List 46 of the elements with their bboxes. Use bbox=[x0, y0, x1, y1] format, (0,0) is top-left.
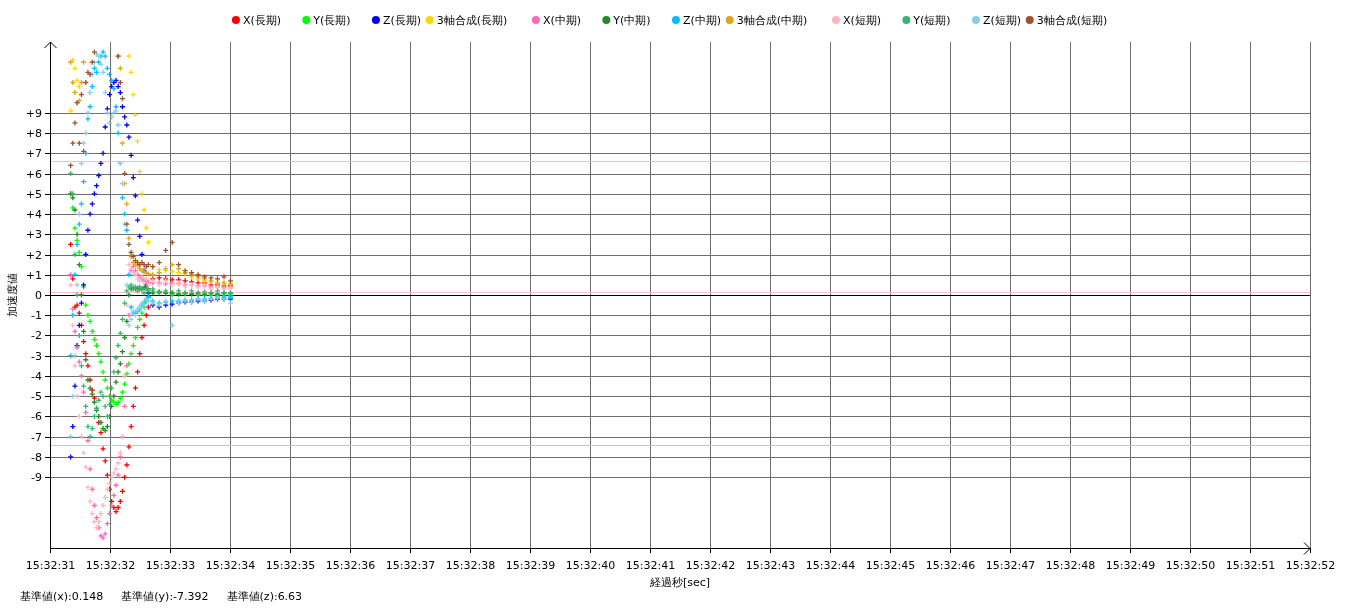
x-tick-label: 15:32:49 bbox=[1105, 559, 1156, 572]
x-tick-label: 15:32:38 bbox=[445, 559, 496, 572]
y-tick-label: -4 bbox=[31, 370, 42, 383]
ylabel: 加速度値 bbox=[6, 273, 19, 317]
x-tick-label: 15:32:37 bbox=[385, 559, 436, 572]
x-tick-label: 15:32:33 bbox=[145, 559, 196, 572]
annotation: 基準値(z):6.63 bbox=[226, 590, 303, 603]
y-tick-label: -2 bbox=[31, 329, 42, 342]
annotation: 基準値(x):0.148 bbox=[20, 590, 104, 603]
x-tick-label: 15:32:40 bbox=[565, 559, 616, 572]
x-tick-label: 15:32:31 bbox=[25, 559, 76, 572]
x-tick-label: 15:32:32 bbox=[85, 559, 136, 572]
annotation: 基準値(y):-7.392 bbox=[121, 590, 209, 603]
x-tick-label: 15:32:48 bbox=[1045, 559, 1096, 572]
x-tick-label: 15:32:34 bbox=[205, 559, 256, 572]
y-tick-label: +8 bbox=[25, 127, 42, 140]
y-tick-label: +4 bbox=[25, 208, 42, 221]
x-tick-label: 15:32:39 bbox=[505, 559, 556, 572]
y-tick-label: 0 bbox=[35, 289, 42, 302]
y-tick-label: +2 bbox=[25, 249, 42, 262]
y-tick-label: +1 bbox=[25, 269, 42, 282]
y-tick-label: -8 bbox=[31, 451, 42, 464]
x-tick-label: 15:32:46 bbox=[925, 559, 976, 572]
y-tick-label: +7 bbox=[25, 147, 42, 160]
x-tick-label: 15:32:43 bbox=[745, 559, 796, 572]
y-tick-label: -1 bbox=[31, 309, 42, 322]
xlabel: 経過秒[sec] bbox=[649, 576, 711, 589]
y-tick-label: +5 bbox=[25, 188, 42, 201]
x-tick-label: 15:32:47 bbox=[985, 559, 1036, 572]
x-tick-label: 15:32:50 bbox=[1165, 559, 1216, 572]
x-tick-label: 15:32:35 bbox=[265, 559, 316, 572]
x-tick-label: 15:32:44 bbox=[805, 559, 856, 572]
y-tick-label: -6 bbox=[31, 410, 42, 423]
x-tick-label: 15:32:36 bbox=[325, 559, 376, 572]
x-tick-label: 15:32:52 bbox=[1285, 559, 1336, 572]
y-tick-label: -5 bbox=[31, 390, 42, 403]
y-tick-label: +9 bbox=[25, 107, 42, 120]
x-tick-label: 15:32:41 bbox=[625, 559, 676, 572]
x-tick-label: 15:32:45 bbox=[865, 559, 916, 572]
x-tick-label: 15:32:51 bbox=[1225, 559, 1276, 572]
y-tick-label: +3 bbox=[25, 228, 42, 241]
y-tick-label: -9 bbox=[31, 471, 42, 484]
y-tick-label: -7 bbox=[31, 431, 42, 444]
x-tick-label: 15:32:42 bbox=[685, 559, 736, 572]
y-tick-label: -3 bbox=[31, 350, 42, 363]
y-tick-label: +6 bbox=[25, 168, 42, 181]
